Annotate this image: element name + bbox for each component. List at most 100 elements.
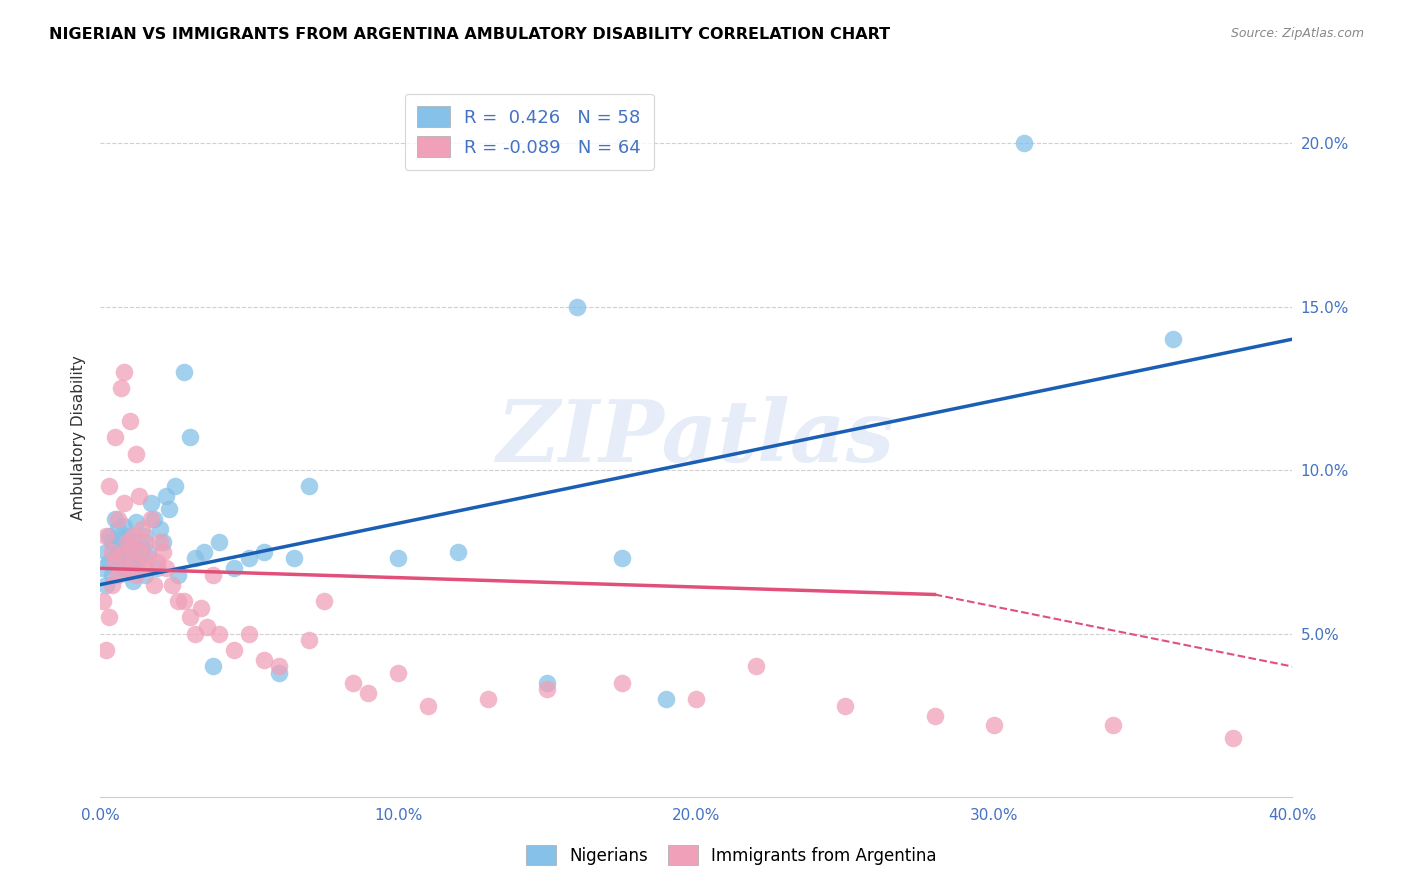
Point xyxy=(155,561,177,575)
Point xyxy=(101,577,124,591)
Point xyxy=(312,594,335,608)
Point xyxy=(173,365,195,379)
Point xyxy=(107,512,129,526)
Point xyxy=(298,479,321,493)
Point xyxy=(110,532,132,546)
Point xyxy=(834,698,856,713)
Point xyxy=(94,528,117,542)
Point xyxy=(134,535,156,549)
Point xyxy=(112,365,135,379)
Point xyxy=(149,522,172,536)
Point xyxy=(152,535,174,549)
Point xyxy=(224,643,246,657)
Point xyxy=(122,574,145,589)
Point xyxy=(107,548,129,562)
Point xyxy=(91,561,114,575)
Point xyxy=(110,381,132,395)
Point xyxy=(107,567,129,582)
Point xyxy=(1161,332,1184,346)
Point xyxy=(655,692,678,706)
Point xyxy=(112,541,135,556)
Point xyxy=(134,567,156,582)
Point xyxy=(224,561,246,575)
Point xyxy=(173,594,195,608)
Point xyxy=(125,561,148,575)
Point xyxy=(1222,731,1244,746)
Point xyxy=(238,626,260,640)
Point xyxy=(118,414,141,428)
Legend: Nigerians, Immigrants from Argentina: Nigerians, Immigrants from Argentina xyxy=(517,837,945,873)
Point xyxy=(115,535,138,549)
Point xyxy=(134,528,156,542)
Point xyxy=(101,567,124,582)
Point xyxy=(197,620,219,634)
Point xyxy=(202,567,225,582)
Point xyxy=(139,496,162,510)
Legend: R =  0.426   N = 58, R = -0.089   N = 64: R = 0.426 N = 58, R = -0.089 N = 64 xyxy=(405,94,654,169)
Point xyxy=(166,567,188,582)
Point xyxy=(128,489,150,503)
Point xyxy=(98,528,121,542)
Point xyxy=(202,659,225,673)
Point xyxy=(98,555,121,569)
Point xyxy=(115,561,138,575)
Point xyxy=(131,522,153,536)
Point xyxy=(155,489,177,503)
Point xyxy=(565,300,588,314)
Point xyxy=(104,555,127,569)
Point xyxy=(477,692,499,706)
Point xyxy=(387,666,409,681)
Point xyxy=(238,551,260,566)
Point xyxy=(179,610,201,624)
Point xyxy=(342,676,364,690)
Point xyxy=(104,430,127,444)
Point xyxy=(136,551,159,566)
Y-axis label: Ambulatory Disability: Ambulatory Disability xyxy=(72,355,86,520)
Point xyxy=(149,535,172,549)
Point xyxy=(166,594,188,608)
Point xyxy=(924,708,946,723)
Text: NIGERIAN VS IMMIGRANTS FROM ARGENTINA AMBULATORY DISABILITY CORRELATION CHART: NIGERIAN VS IMMIGRANTS FROM ARGENTINA AM… xyxy=(49,27,890,42)
Point xyxy=(98,610,121,624)
Point xyxy=(104,551,127,566)
Text: Source: ZipAtlas.com: Source: ZipAtlas.com xyxy=(1230,27,1364,40)
Point xyxy=(122,528,145,542)
Point xyxy=(122,535,145,549)
Point xyxy=(184,551,207,566)
Point xyxy=(387,551,409,566)
Point xyxy=(208,535,231,549)
Point xyxy=(125,447,148,461)
Point xyxy=(157,502,180,516)
Point xyxy=(142,512,165,526)
Point xyxy=(125,567,148,582)
Point xyxy=(163,479,186,493)
Point xyxy=(112,518,135,533)
Point xyxy=(134,561,156,575)
Point xyxy=(1102,718,1125,732)
Text: ZIPatlas: ZIPatlas xyxy=(498,396,896,479)
Point xyxy=(179,430,201,444)
Point xyxy=(152,545,174,559)
Point xyxy=(416,698,439,713)
Point xyxy=(145,561,167,575)
Point xyxy=(110,558,132,572)
Point xyxy=(104,512,127,526)
Point xyxy=(94,577,117,591)
Point xyxy=(447,545,470,559)
Point xyxy=(1012,136,1035,150)
Point xyxy=(112,496,135,510)
Point xyxy=(101,545,124,559)
Point xyxy=(536,682,558,697)
Point xyxy=(298,633,321,648)
Point xyxy=(536,676,558,690)
Point xyxy=(101,535,124,549)
Point xyxy=(267,666,290,681)
Point xyxy=(357,686,380,700)
Point xyxy=(107,522,129,536)
Point xyxy=(145,555,167,569)
Point xyxy=(115,565,138,579)
Point xyxy=(139,512,162,526)
Point xyxy=(98,479,121,493)
Point xyxy=(94,643,117,657)
Point xyxy=(744,659,766,673)
